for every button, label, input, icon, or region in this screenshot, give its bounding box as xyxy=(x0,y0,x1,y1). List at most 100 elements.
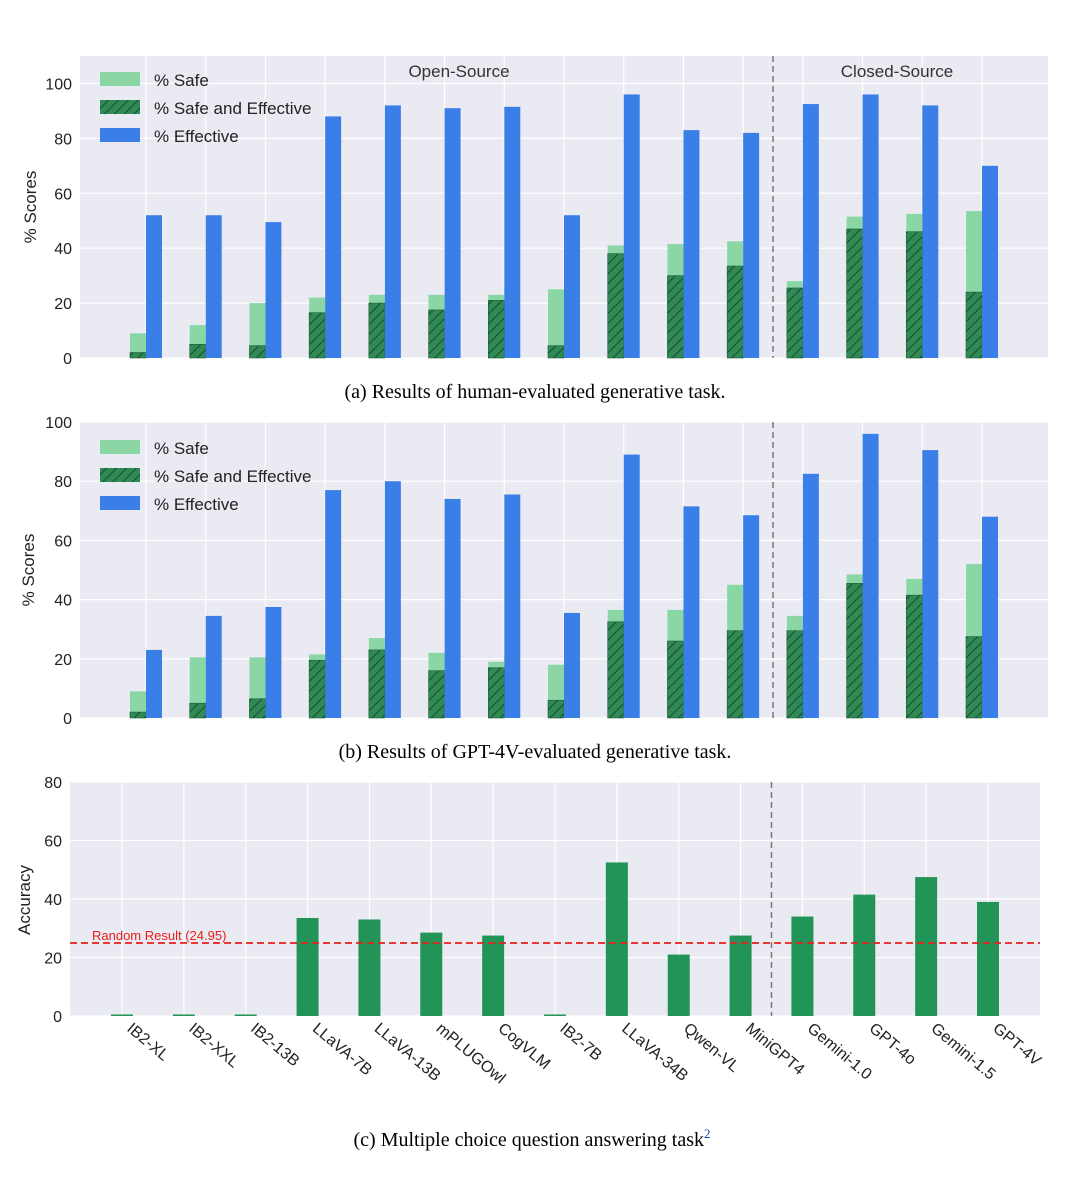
legend-swatch-effective xyxy=(100,496,140,510)
panel-a-bar-effective-mplugowl xyxy=(444,108,461,358)
panel-a-ytick-label: 60 xyxy=(54,186,72,203)
panel-c-caption-text: (c) Multiple choice question answering t… xyxy=(354,1129,704,1151)
panel-a-bar-effective-llava-13b xyxy=(384,105,401,358)
panel-c-ytick-label: 0 xyxy=(53,1009,62,1026)
panel-b-ytick-label: 0 xyxy=(63,711,72,728)
panel-b-bar-effective-qwen-vl xyxy=(683,506,700,718)
panel-a-bar-safe-effective-llava-34b xyxy=(607,253,625,359)
x-tick-label-qwen-vl: Qwen-VL xyxy=(680,1020,742,1076)
panel-b-ytick-label: 20 xyxy=(54,652,72,669)
legend-label-safe-effective: % Safe and Effective xyxy=(154,467,312,486)
legend-swatch-effective xyxy=(100,128,140,142)
x-tick-label-gemini-1-5: Gemini-1.5 xyxy=(928,1020,999,1083)
panel-b-bar-safe-effective-ib2-7b xyxy=(547,699,565,719)
panel-c-bar-llava-7b xyxy=(296,918,319,1016)
panel-c-ylabel: Accuracy xyxy=(15,865,34,935)
panel-b-bar-safe-effective-cogvlm xyxy=(487,667,505,719)
footnote-marker[interactable]: 2 xyxy=(704,1126,711,1141)
panel-b-bar-safe-effective-minigpt4 xyxy=(726,630,744,719)
panel-b-bar-safe-effective-llava-34b xyxy=(607,621,625,719)
panel-b-bar-effective-minigpt4 xyxy=(743,515,760,718)
panel-c-caption: (c) Multiple choice question answering t… xyxy=(354,1126,711,1151)
panel-a-ylabel: % Scores xyxy=(21,171,40,244)
panel-c-bar-ib2-13b xyxy=(234,1014,257,1016)
panel-c-bar-ib2-xxl xyxy=(172,1014,195,1016)
x-tick-label-llava-7b: LLaVA-7B xyxy=(309,1020,375,1079)
x-tick-label-ib2-xl: IB2-XL xyxy=(123,1020,171,1065)
panel-b-bar-effective-llava-34b xyxy=(623,454,640,718)
panel-a-bar-effective-minigpt4 xyxy=(743,132,760,358)
panel-b-ytick-label: 100 xyxy=(45,415,72,432)
panel-c-bar-qwen-vl xyxy=(667,954,690,1016)
panel-a-ytick-label: 80 xyxy=(54,131,72,148)
panel-c-bar-gemini-1-0 xyxy=(791,916,814,1016)
panel-a-bar-safe-ib2-xl xyxy=(130,333,146,358)
panel-a-bar-safe-effective-llava-7b xyxy=(308,312,326,359)
panel-b-bar-safe-effective-gpt-4o xyxy=(846,583,863,719)
x-tick-label-gemini-1-0: Gemini-1.0 xyxy=(804,1020,875,1083)
panel-a-bar-safe-effective-ib2-7b xyxy=(547,345,565,359)
panel-b-ytick-label: 60 xyxy=(54,533,72,550)
panel-b-bar-effective-llava-13b xyxy=(384,481,401,718)
panel-a-bar-safe-effective-gemini-1-5 xyxy=(905,231,923,359)
panel-b-bar-effective-gemini-1-5 xyxy=(922,450,939,718)
panel-a-bar-effective-ib2-7b xyxy=(564,215,580,358)
panel-c-bar-gemini-1-5 xyxy=(915,877,938,1016)
panel-c-bar-cogvlm xyxy=(482,935,505,1016)
legend-label-safe-effective: % Safe and Effective xyxy=(154,99,312,118)
x-tick-label-minigpt4: MiniGPT4 xyxy=(742,1020,807,1079)
panel-c-ytick-label: 80 xyxy=(44,775,62,792)
panel-c-ytick-label: 60 xyxy=(44,834,62,851)
panel-a-bar-safe-effective-ib2-xl xyxy=(129,352,147,359)
panel-b-bar-safe-effective-gemini-1-5 xyxy=(905,594,923,719)
panel-b-bar-safe-effective-gpt-4v xyxy=(965,636,983,719)
legend-label-effective: % Effective xyxy=(154,127,239,146)
panel-a-open-source-label: Open-Source xyxy=(408,62,509,81)
panel-c-bar-gpt-4v xyxy=(977,901,999,1016)
legend-swatch-safe-effective xyxy=(100,100,140,114)
panel-c-ytick-label: 20 xyxy=(44,951,62,968)
panel-a-bar-safe-effective-ib2-xxl xyxy=(189,343,207,359)
legend-swatch-safe xyxy=(100,72,140,86)
panel-b-ytick-label: 40 xyxy=(54,593,72,610)
panel-a-bar-safe-effective-cogvlm xyxy=(487,300,505,359)
panel-a-bar-safe-effective-llava-13b xyxy=(368,302,386,359)
panel-a-human-eval: 0 20 40 60 80 100 % Scores Open-Source Closed… xyxy=(21,56,1048,403)
panel-a-closed-source-label: Closed-Source xyxy=(841,62,953,81)
panel-a-caption: (a) Results of human-evaluated generativ… xyxy=(345,381,726,403)
panel-a-bar-effective-ib2-xxl xyxy=(205,215,222,358)
panel-a-bar-safe-ib2-7b xyxy=(548,289,564,358)
x-tick-label-llava-13b: LLaVA-13B xyxy=(371,1020,444,1085)
panel-b-bar-effective-cogvlm xyxy=(504,494,521,718)
panel-b-y-ticks: 0 20 40 60 80 100 xyxy=(45,415,72,728)
legend-swatch-safe xyxy=(100,440,140,454)
panel-b-bar-effective-gpt-4v xyxy=(982,516,998,718)
panel-a-bars xyxy=(129,94,998,359)
panel-c-bar-mplugowl xyxy=(420,932,443,1016)
panel-b-legend: % Safe % Safe and Effective % Effective xyxy=(100,439,312,514)
panel-c-bar-gpt-4o xyxy=(853,894,876,1016)
panel-b-bar-safe-ib2-xxl xyxy=(189,657,206,718)
panel-b-bar-safe-effective-llava-7b xyxy=(308,659,326,719)
panel-a-bar-safe-effective-gpt-4v xyxy=(965,291,983,359)
panel-a-bar-effective-qwen-vl xyxy=(683,130,700,358)
panel-a-bar-effective-llava-7b xyxy=(325,116,342,359)
panel-a-bar-safe-effective-qwen-vl xyxy=(667,275,684,359)
legend-label-safe: % Safe xyxy=(154,71,209,90)
panel-a-bar-effective-ib2-xl xyxy=(146,215,162,358)
panel-b-bar-safe-effective-mplugowl xyxy=(428,670,445,719)
panel-b-bar-effective-gpt-4o xyxy=(862,433,879,718)
panel-c-mcq: Random Result (24.95) 0 20 40 60 80 Accuracy… xyxy=(15,775,1044,1151)
panel-a-bar-safe-effective-gemini-1-0 xyxy=(786,287,804,359)
legend-label-safe: % Safe xyxy=(154,439,209,458)
x-tick-label-ib2-7b: IB2-7B xyxy=(556,1020,604,1064)
panel-a-bar-effective-gpt-4o xyxy=(862,94,879,358)
panel-b-bar-effective-ib2-13b xyxy=(265,607,282,718)
panel-c-bar-llava-13b xyxy=(358,919,381,1016)
legend-swatch-safe-effective xyxy=(100,468,140,482)
panel-c-ytick-label: 40 xyxy=(44,892,62,909)
panel-b-bar-safe-effective-ib2-13b xyxy=(249,698,266,719)
panel-a-bar-effective-ib2-13b xyxy=(265,222,282,358)
panel-b-bar-safe-effective-ib2-xl xyxy=(129,711,147,719)
